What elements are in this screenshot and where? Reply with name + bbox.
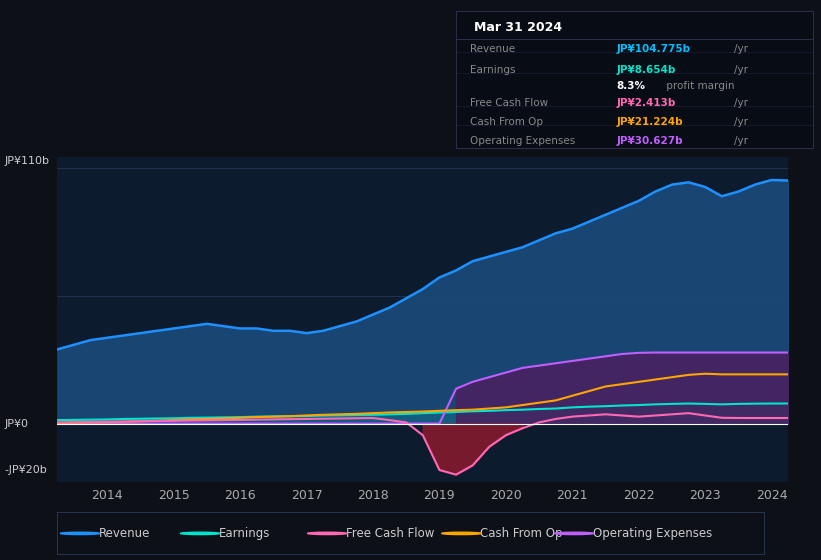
Text: JP¥0: JP¥0 <box>4 419 28 428</box>
Text: Free Cash Flow: Free Cash Flow <box>470 97 548 108</box>
Text: /yr: /yr <box>734 44 748 54</box>
Circle shape <box>60 532 100 535</box>
Text: /yr: /yr <box>734 117 748 127</box>
Text: Free Cash Flow: Free Cash Flow <box>346 527 434 540</box>
Text: Revenue: Revenue <box>470 44 515 54</box>
Circle shape <box>181 532 220 535</box>
Text: JP¥110b: JP¥110b <box>4 156 49 166</box>
Text: JP¥8.654b: JP¥8.654b <box>617 65 676 74</box>
Text: Operating Expenses: Operating Expenses <box>593 527 712 540</box>
Text: Mar 31 2024: Mar 31 2024 <box>474 21 562 34</box>
Text: /yr: /yr <box>734 136 748 146</box>
Text: Operating Expenses: Operating Expenses <box>470 136 576 146</box>
Text: Earnings: Earnings <box>470 65 516 74</box>
Text: JP¥21.224b: JP¥21.224b <box>617 117 683 127</box>
Text: JP¥30.627b: JP¥30.627b <box>617 136 683 146</box>
Text: Cash From Op: Cash From Op <box>470 117 543 127</box>
Text: JP¥104.775b: JP¥104.775b <box>617 44 690 54</box>
Text: Revenue: Revenue <box>99 527 149 540</box>
Text: 8.3%: 8.3% <box>617 81 645 91</box>
Text: /yr: /yr <box>734 97 748 108</box>
Circle shape <box>442 532 481 535</box>
Text: -JP¥20b: -JP¥20b <box>4 465 47 475</box>
Text: profit margin: profit margin <box>663 81 734 91</box>
Text: JP¥2.413b: JP¥2.413b <box>617 97 676 108</box>
Text: Earnings: Earnings <box>218 527 270 540</box>
Text: /yr: /yr <box>734 65 748 74</box>
Circle shape <box>554 532 594 535</box>
Circle shape <box>307 532 347 535</box>
Text: Cash From Op: Cash From Op <box>479 527 562 540</box>
